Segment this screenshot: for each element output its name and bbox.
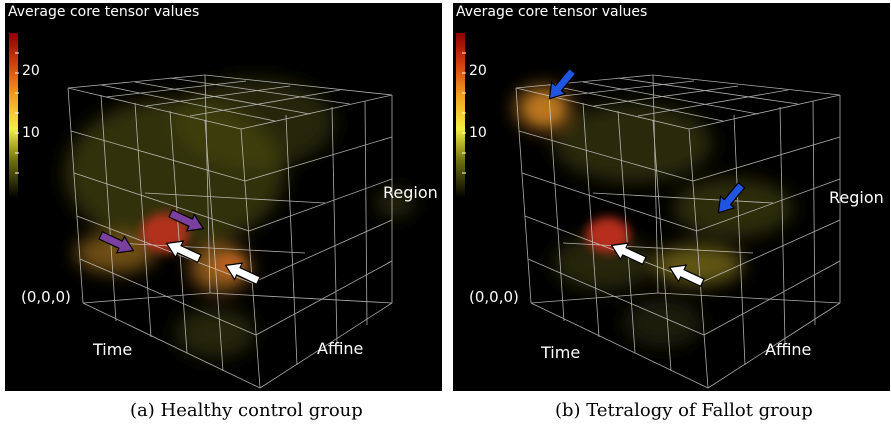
axis-label-affine: Affine (317, 339, 364, 358)
origin-label: (0,0,0) (21, 288, 71, 306)
white-arrow-1 (165, 240, 202, 264)
caption-b: (b) Tetralogy of Fallot group (555, 400, 813, 421)
white-arrow-2 (668, 264, 705, 288)
white-arrow-2 (224, 262, 261, 286)
scale-tick-10: 10 (22, 125, 40, 141)
panel-title: Average core tensor values (8, 4, 200, 20)
scale-tick-10: 10 (469, 125, 487, 141)
volume-render-a (9, 33, 415, 389)
wireframe-grid-b (515, 74, 841, 389)
wireframe-grid-a (67, 74, 393, 389)
axis-label-time: Time (93, 340, 133, 359)
origin-label: (0,0,0) (469, 288, 519, 306)
colorbar-b (456, 33, 465, 198)
white-arrow-1 (610, 242, 647, 266)
scale-tick-20: 20 (469, 63, 487, 79)
axis-label-affine: Affine (765, 340, 812, 359)
purple-arrow-2 (168, 208, 205, 232)
blue-arrow-2 (717, 181, 746, 214)
purple-arrow-1 (98, 230, 135, 254)
caption-a: (a) Healthy control group (130, 400, 363, 421)
colorbar-a (9, 33, 18, 198)
axis-label-region: Region (383, 183, 438, 202)
blue-arrow-1 (548, 67, 577, 100)
axis-label-time: Time (541, 343, 581, 362)
panel-tetralogy-of-fallot: Average core tensor values 20 10 Region … (453, 3, 890, 391)
panel-healthy-control: Average core tensor values 20 10 Region … (5, 3, 442, 391)
volume-render-b (456, 33, 841, 389)
panel-title: Average core tensor values (456, 4, 648, 20)
scale-tick-20: 20 (22, 63, 40, 79)
axis-label-region: Region (829, 188, 884, 207)
